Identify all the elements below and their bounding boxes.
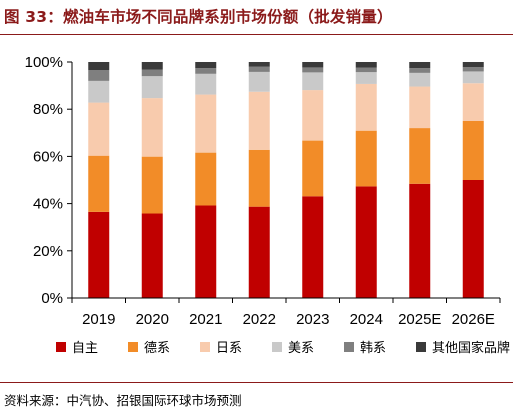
bar-segment-2022-series-2 bbox=[248, 91, 270, 150]
bar-segment-2019-series-5 bbox=[88, 62, 110, 71]
bar-segment-2020-series-4 bbox=[141, 69, 163, 77]
legend-swatch bbox=[200, 342, 210, 352]
bar-segment-2020-series-2 bbox=[141, 98, 163, 157]
legend-label: 自主 bbox=[72, 341, 98, 356]
bar-segment-2024-series-1 bbox=[355, 130, 377, 187]
bar-segment-2023-series-3 bbox=[302, 72, 324, 91]
bar-segment-2022-series-0 bbox=[248, 206, 270, 298]
bar-segment-2025E-series-0 bbox=[409, 183, 431, 298]
bar-segment-2026E-series-3 bbox=[462, 71, 484, 84]
bar-segment-2020-series-5 bbox=[141, 62, 163, 70]
bar-segment-2023-series-1 bbox=[302, 140, 324, 197]
bar-segment-2026E-series-1 bbox=[462, 121, 484, 180]
bar-segment-2026E-series-2 bbox=[462, 83, 484, 121]
x-tick-label: 2023 bbox=[296, 311, 329, 328]
bar-segment-2025E-series-3 bbox=[409, 72, 431, 87]
bar-segment-2021-series-0 bbox=[195, 205, 217, 298]
y-tick-label: 80% bbox=[33, 101, 63, 118]
x-tick-label: 2024 bbox=[350, 311, 383, 328]
legend-label: 美系 bbox=[288, 341, 314, 356]
bar-segment-2021-series-1 bbox=[195, 152, 217, 206]
legend-label: 日系 bbox=[216, 341, 242, 356]
bar-segment-2025E-series-1 bbox=[409, 128, 431, 184]
y-tick-label: 0% bbox=[41, 290, 63, 307]
bar-segment-2019-series-3 bbox=[88, 80, 110, 103]
bar-segment-2019-series-0 bbox=[88, 211, 110, 298]
bar-segment-2019-series-1 bbox=[88, 155, 110, 212]
bar-segment-2022-series-5 bbox=[248, 62, 270, 67]
bar-segment-2025E-series-4 bbox=[409, 68, 431, 73]
legend-swatch bbox=[344, 342, 354, 352]
stacked-bar-chart: 2019 2020 2021 2022 2023 2024 2025E 2026E 0% 20% 4… bbox=[25, 54, 510, 356]
bar-segment-2023-series-4 bbox=[302, 67, 324, 73]
legend-label: 德系 bbox=[144, 341, 170, 356]
bar-segment-2026E-series-0 bbox=[462, 180, 484, 298]
bar-segment-2026E-series-5 bbox=[462, 62, 484, 68]
bar-segment-2019-series-4 bbox=[88, 70, 110, 81]
bar-segment-2024-series-5 bbox=[355, 62, 377, 68]
source-note: 资料来源：中汽协、招银国际环球市场预测 bbox=[4, 393, 242, 408]
bar-segment-2025E-series-2 bbox=[409, 86, 431, 129]
bar-segment-2022-series-3 bbox=[248, 71, 270, 92]
x-tick-label: 2025E bbox=[398, 311, 441, 328]
legend-swatch bbox=[128, 342, 138, 352]
x-tick-label: 2022 bbox=[243, 311, 276, 328]
bar-segment-2019-series-2 bbox=[88, 102, 110, 156]
y-tick-label: 40% bbox=[33, 196, 63, 213]
bar-segment-2022-series-4 bbox=[248, 66, 270, 72]
bars-layer bbox=[88, 62, 484, 298]
x-tick-label: 2021 bbox=[189, 311, 222, 328]
y-tick-label: 20% bbox=[33, 243, 63, 260]
x-tick-label: 2026E bbox=[452, 311, 495, 328]
source-divider bbox=[0, 382, 513, 383]
bar-segment-2023-series-5 bbox=[302, 62, 324, 68]
bar-segment-2020-series-3 bbox=[141, 76, 163, 99]
title-divider bbox=[0, 34, 513, 35]
bar-segment-2023-series-0 bbox=[302, 196, 324, 298]
bar-segment-2020-series-0 bbox=[141, 213, 163, 298]
x-tick-label: 2020 bbox=[136, 311, 169, 328]
figure-title: 图 33：燃油车市场不同品牌系别市场份额（批发销量） bbox=[4, 8, 393, 26]
legend-label: 韩系 bbox=[360, 341, 386, 356]
bar-segment-2024-series-4 bbox=[355, 67, 377, 73]
bar-segment-2022-series-1 bbox=[248, 149, 270, 207]
bar-segment-2024-series-3 bbox=[355, 72, 377, 84]
axes-layer: 2019 2020 2021 2022 2023 2024 2025E 2026E 0% 20% 4… bbox=[25, 54, 501, 328]
bar-segment-2023-series-2 bbox=[302, 90, 324, 141]
bar-segment-2025E-series-5 bbox=[409, 62, 431, 69]
legend: 自主 德系 日系 美系 韩系 其他国家品牌 bbox=[56, 340, 510, 356]
bar-segment-2024-series-0 bbox=[355, 186, 377, 298]
bar-segment-2024-series-2 bbox=[355, 83, 377, 131]
bar-segment-2021-series-5 bbox=[195, 62, 217, 69]
bar-segment-2021-series-4 bbox=[195, 68, 217, 74]
legend-swatch bbox=[272, 342, 282, 352]
y-tick-label: 100% bbox=[25, 54, 63, 71]
bar-segment-2021-series-2 bbox=[195, 94, 217, 153]
legend-label: 其他国家品牌 bbox=[432, 340, 510, 356]
legend-swatch bbox=[416, 342, 426, 352]
bar-segment-2021-series-3 bbox=[195, 73, 217, 95]
x-tick-label: 2019 bbox=[82, 311, 115, 328]
bar-segment-2026E-series-4 bbox=[462, 67, 484, 72]
y-tick-label: 60% bbox=[33, 148, 63, 165]
legend-swatch bbox=[56, 342, 66, 352]
bar-segment-2020-series-1 bbox=[141, 156, 163, 214]
